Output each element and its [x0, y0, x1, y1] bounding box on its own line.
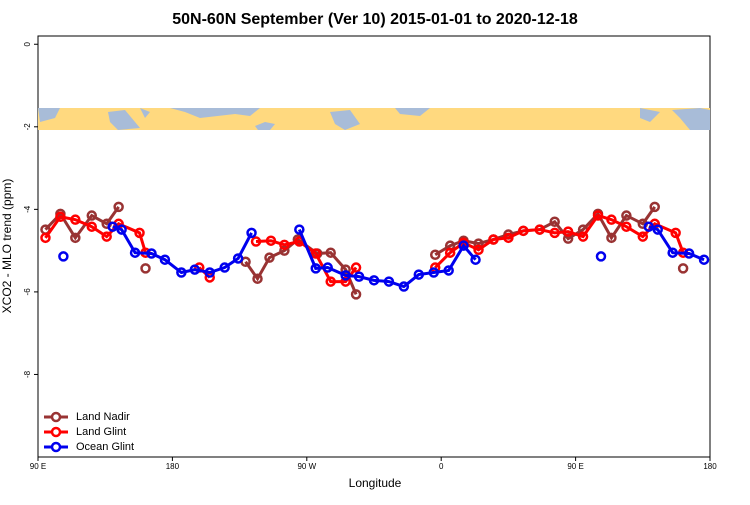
data-point: [219, 262, 230, 273]
data-point: [458, 240, 469, 251]
legend-label: Land Nadir: [76, 411, 130, 423]
x-tick-label: 90 E: [30, 462, 46, 471]
data-point: [264, 252, 275, 263]
plot-frame: [37, 35, 711, 458]
x-tick-label: 180: [703, 462, 717, 471]
data-point: [279, 245, 290, 256]
data-point: [340, 276, 351, 287]
legend-marker: [50, 426, 62, 438]
data-point: [683, 248, 695, 259]
y-tick-label: 0: [23, 41, 32, 46]
map-strip: [38, 108, 710, 130]
data-point: [58, 251, 69, 262]
y-axis-label: XCO2 - MLO trend (ppm): [0, 179, 14, 314]
data-point: [129, 247, 141, 258]
data-point: [353, 271, 365, 282]
data-point: [55, 211, 66, 223]
data-point: [398, 281, 410, 292]
data-point: [322, 262, 333, 273]
x-axis-label: Longitude: [349, 476, 402, 490]
chart-title: 50N-60N September (Ver 10) 2015-01-01 to…: [172, 11, 578, 28]
data-point: [176, 267, 187, 278]
data-point: [637, 231, 649, 242]
data-point: [413, 269, 425, 280]
data-point: [232, 253, 244, 264]
data-point: [562, 226, 574, 237]
data-point: [204, 267, 215, 278]
data-point: [606, 232, 617, 244]
data-point: [86, 221, 98, 232]
legend-marker: [50, 441, 62, 453]
data-point: [429, 249, 441, 261]
data-point: [670, 227, 681, 239]
data-point: [265, 235, 277, 246]
data-point: [652, 224, 663, 235]
data-point: [159, 254, 171, 265]
data-point: [549, 216, 560, 227]
data-point: [250, 236, 262, 247]
x-tick-label: 90 W: [297, 462, 316, 471]
data-point: [279, 239, 290, 251]
x-tick-label: 90 E: [567, 462, 583, 471]
y-tick-label: -2: [23, 123, 32, 131]
x-tick-label: 0: [439, 462, 444, 471]
data-point: [677, 263, 689, 274]
y-tick-label: -8: [23, 370, 32, 378]
data-point: [294, 224, 305, 235]
data-point: [503, 232, 514, 244]
data-point: [325, 276, 336, 287]
data-point: [428, 267, 439, 278]
data-point: [368, 275, 380, 286]
data-point: [70, 214, 81, 225]
data-point: [606, 214, 617, 225]
data-point: [116, 224, 127, 235]
data-point: [698, 254, 710, 265]
data-point: [592, 210, 604, 221]
data-point: [310, 263, 322, 274]
legend-marker: [50, 411, 62, 423]
legend-label: Land Glint: [76, 426, 126, 438]
data-point: [70, 232, 81, 244]
data-point: [101, 231, 112, 242]
data-point: [470, 254, 481, 265]
data-point: [383, 276, 395, 287]
y-tick-label: -6: [23, 288, 32, 296]
data-point: [252, 273, 263, 284]
data-point: [643, 221, 655, 232]
data-point: [595, 251, 607, 262]
data-point: [340, 264, 351, 275]
data-point: [577, 231, 589, 242]
data-point: [473, 238, 484, 249]
data-point: [113, 201, 124, 213]
data-point: [86, 210, 98, 221]
data-point: [246, 227, 257, 239]
data-point: [140, 263, 151, 274]
data-point: [518, 225, 529, 237]
x-tick-label: 180: [166, 462, 180, 471]
data-point: [667, 247, 678, 258]
y-tick-label: -4: [23, 205, 32, 213]
data-point: [350, 289, 362, 300]
data-point: [473, 244, 484, 256]
data-point: [443, 265, 454, 276]
map-ocean: [38, 108, 710, 130]
data-point: [40, 232, 51, 244]
data-point: [325, 247, 336, 258]
data-point: [549, 227, 560, 239]
data-point: [649, 201, 660, 213]
data-point: [134, 227, 145, 239]
legend-label: Ocean Glint: [76, 441, 134, 453]
data-point: [621, 221, 632, 232]
data-point: [350, 262, 362, 273]
data-point: [488, 234, 499, 245]
data-point: [534, 224, 546, 235]
data-point: [107, 221, 118, 232]
data-point: [621, 210, 632, 221]
data-point: [340, 270, 351, 281]
data-point: [189, 264, 201, 275]
data-point: [444, 247, 456, 258]
data-point: [310, 248, 322, 259]
data-point: [146, 248, 157, 259]
